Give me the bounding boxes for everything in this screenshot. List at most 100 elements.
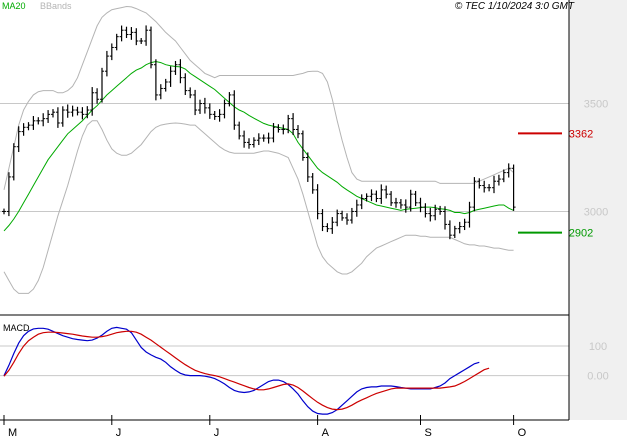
ohlc-bar — [188, 87, 193, 99]
ohlc-bar — [80, 107, 85, 120]
ohlc-bar — [389, 191, 394, 206]
macd-tick-label: 100 — [589, 341, 607, 353]
ohlc-bar — [16, 126, 21, 153]
ohlc-bar — [232, 90, 237, 130]
ohlc-bar — [300, 130, 305, 161]
macd-tick-label: 0.00 — [587, 371, 608, 383]
ohlc-bar — [496, 174, 501, 186]
ohlc-bar — [452, 225, 457, 239]
legend-bbands: BBands — [40, 1, 72, 11]
ohlc-bar — [227, 92, 232, 107]
ohlc-bar — [251, 137, 256, 148]
ohlc-bar — [281, 124, 286, 135]
signal-line — [3, 330, 490, 411]
ohlc-bar — [335, 209, 340, 227]
ohlc-bar — [198, 99, 202, 114]
bbands-lower-line — [3, 120, 514, 294]
ohlc-bar — [11, 143, 16, 181]
ohlc-bar — [144, 25, 149, 46]
ohlc-bar — [467, 201, 472, 228]
ohlc-bar — [384, 185, 389, 199]
x-tick-label: J — [116, 427, 122, 439]
ohlc-bar — [2, 208, 6, 215]
ohlc-bar — [222, 99, 227, 119]
ohlc-bar — [462, 218, 467, 231]
ohlc-bar — [55, 107, 60, 128]
x-tick-label: S — [425, 427, 432, 439]
macd-panel: 0.00 100 — [0, 326, 609, 415]
ohlc-bar — [330, 217, 335, 234]
price-panel: 3000 3500 3362 2902 — [0, 5, 608, 294]
ohlc-bar — [315, 184, 320, 220]
ohlc-bar — [345, 213, 349, 225]
ohlc-bar — [21, 123, 26, 136]
ohlc-bar — [65, 104, 70, 118]
ohlc-bar — [119, 25, 124, 42]
bbands-upper-line — [3, 5, 514, 191]
ohlc-bar — [305, 152, 310, 182]
ohlc-bar — [364, 193, 369, 202]
ohlc-bar — [247, 138, 251, 149]
ohlc-bar — [261, 134, 266, 142]
ohlc-bar — [46, 110, 51, 123]
x-tick-label: M — [8, 427, 17, 439]
ohlc-bar — [75, 106, 80, 116]
ohlc-bar — [501, 169, 506, 183]
ohlc-bar — [325, 223, 330, 233]
ohlc-bar — [212, 110, 217, 120]
ohlc-bar — [237, 121, 242, 140]
ohlc-bar — [104, 50, 109, 77]
ohlc-bar — [447, 220, 452, 240]
ohlc-bar — [149, 26, 153, 69]
ohlc-bar — [408, 189, 413, 212]
ohlc-bar — [379, 184, 384, 204]
copyright: © TEC 1/10/2024 3:0 GMT — [455, 1, 575, 12]
ohlc-bar — [477, 178, 482, 189]
x-tick-label: O — [518, 427, 527, 439]
ohlc-bar — [51, 109, 55, 118]
ohlc-bar — [153, 59, 158, 101]
ohlc-bar — [31, 116, 36, 130]
x-tick-label: A — [322, 427, 330, 439]
ohlc-bar — [60, 106, 65, 127]
ohlc-bar — [168, 66, 173, 87]
ohlc-bar — [276, 124, 281, 133]
ohlc-bar — [394, 197, 398, 208]
ohlc-bar — [129, 27, 134, 40]
ohlc-bar — [266, 132, 271, 144]
ohlc-bar — [193, 89, 198, 116]
ohlc-bar — [85, 106, 90, 119]
ma20-line — [3, 60, 514, 232]
ohlc-bar — [109, 43, 114, 61]
ohlc-bar — [124, 26, 129, 39]
ohlc-bar — [354, 199, 359, 217]
macd-line — [3, 326, 480, 415]
ohlc-bar — [158, 84, 163, 100]
ohlc-bar — [100, 67, 104, 103]
macd-title: MACD — [3, 323, 30, 333]
ohlc-bar — [217, 109, 222, 122]
ohlc-bar — [433, 204, 438, 221]
ohlc-bar — [286, 114, 291, 134]
right-gutter — [569, 0, 627, 420]
ohlc-bar — [271, 123, 276, 143]
ohlc-bar — [296, 125, 300, 139]
price-tick-label: 3500 — [584, 99, 608, 111]
ohlc-bar — [418, 197, 423, 213]
ohlc-bar — [369, 189, 374, 202]
ohlc-bar — [511, 164, 516, 211]
ohlc-bar — [291, 113, 296, 136]
ohlc-bar — [374, 190, 379, 203]
ohlc-bar — [95, 88, 100, 104]
ohlc-bar — [6, 172, 11, 217]
ohlc-bar — [114, 33, 119, 51]
ohlc-bar — [320, 209, 325, 232]
ohlc-bar — [413, 190, 418, 207]
ohlc-bar — [26, 122, 31, 131]
ohlc-bar — [359, 194, 364, 210]
ohlc-bar — [310, 173, 315, 194]
ohlc-bar — [139, 38, 144, 44]
ohlc-bar — [242, 130, 247, 148]
ohlc-bar — [443, 206, 447, 230]
